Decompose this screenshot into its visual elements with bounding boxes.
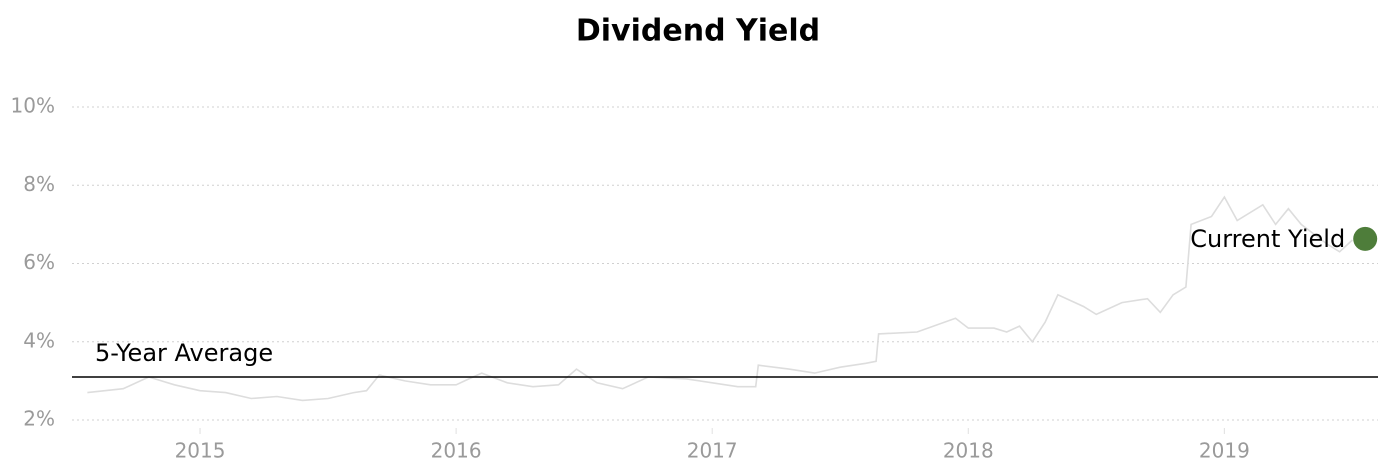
y-tick-label: 2%: [23, 407, 55, 431]
average-label: 5-Year Average: [95, 339, 273, 367]
chart-title: Dividend Yield: [576, 14, 820, 49]
x-tick-label: 2019: [1199, 439, 1250, 463]
y-tick-label: 4%: [23, 328, 55, 352]
x-tick-label: 2017: [687, 439, 738, 463]
current-dot: [1353, 226, 1378, 251]
x-tick-label: 2015: [175, 439, 226, 463]
y-tick-label: 6%: [23, 250, 55, 274]
y-tick-label: 10%: [11, 94, 55, 118]
x-tick-label: 2018: [943, 439, 994, 463]
yield-line: [87, 195, 1353, 402]
y-tick-label: 8%: [23, 172, 55, 196]
x-tick-label: 2016: [431, 439, 482, 463]
current-label: Current Yield: [1190, 225, 1345, 253]
